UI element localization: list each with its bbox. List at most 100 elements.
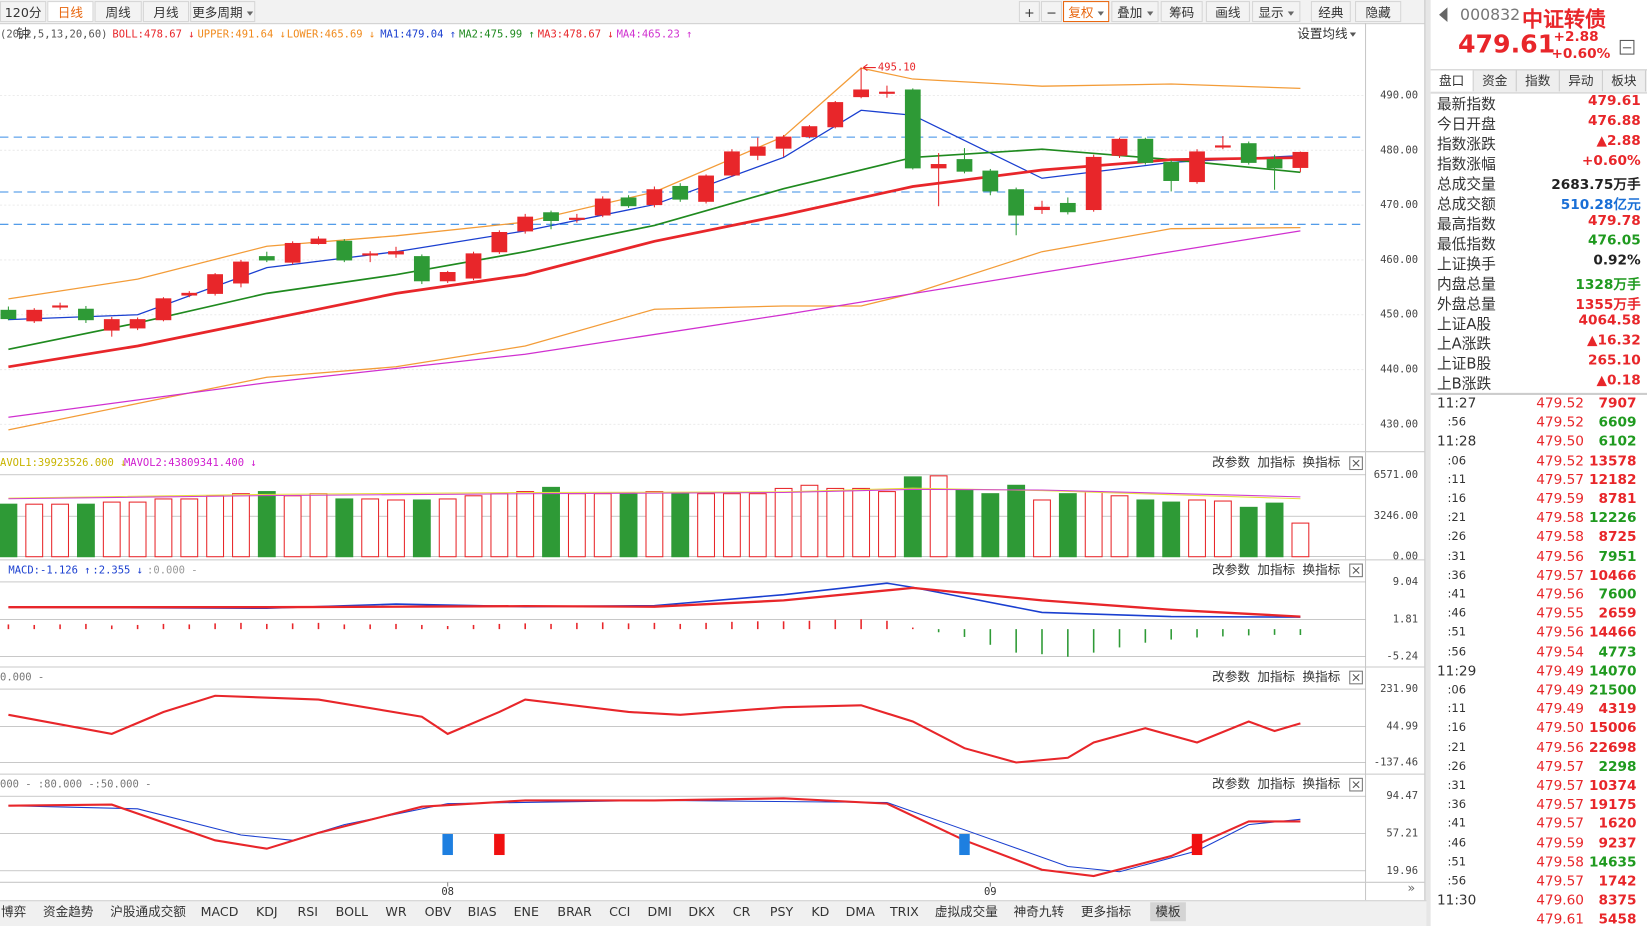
zoom-out-button[interactable]: −	[1040, 1, 1062, 23]
y-tick-label: 57.21	[1386, 828, 1418, 840]
indicator-tab[interactable]: DMA	[845, 904, 875, 920]
panel-button[interactable]: 加指标	[1257, 669, 1295, 684]
quote-label: 总成交额	[1436, 196, 1496, 214]
quote-label: 今日开盘	[1436, 116, 1496, 134]
indicator-tab[interactable]: WR	[385, 904, 407, 920]
trade-time: 11:30	[1436, 893, 1477, 909]
indicator-tab[interactable]: BRAR	[557, 904, 592, 920]
period-tab[interactable]: 月线	[142, 1, 190, 23]
trade-time: :46	[1447, 606, 1467, 620]
side-tab[interactable]: 异动	[1560, 70, 1603, 92]
settings-button[interactable]: 设置均线	[1297, 26, 1348, 41]
panel-button[interactable]: 加指标	[1257, 776, 1295, 791]
period-tab[interactable]: 更多周期	[190, 1, 256, 23]
indicator-line	[8, 799, 1301, 873]
quote-value: 2683.75万手	[1551, 177, 1641, 194]
tool-button[interactable]: 叠加	[1111, 1, 1159, 23]
candle-body	[1266, 159, 1283, 169]
trade-volume: 8375	[1598, 893, 1637, 909]
y-tick-label: 94.47	[1386, 790, 1418, 802]
y-tick-label: 231.90	[1380, 683, 1418, 695]
tool-button[interactable]: 筹码	[1160, 1, 1203, 23]
change-pct: +0.60%	[1551, 46, 1611, 62]
scroll-right[interactable]: »	[1407, 880, 1416, 895]
panel-button[interactable]: 改参数	[1212, 776, 1250, 791]
panel-button[interactable]: 换指标	[1303, 776, 1341, 791]
trade-time: :26	[1447, 759, 1467, 773]
candle-body	[78, 308, 94, 321]
trade-time: :51	[1447, 625, 1467, 640]
quote-label: 指数涨跌	[1436, 136, 1496, 154]
quote-label: 内盘总量	[1436, 276, 1496, 294]
y-tick-label: -5.24	[1386, 650, 1418, 662]
volume-bar	[929, 475, 948, 558]
indicator-tab[interactable]: OBV	[424, 904, 452, 920]
indicator-tab[interactable]: 更多指标	[1080, 904, 1132, 920]
indicator-tab[interactable]: CR	[732, 904, 751, 920]
period-tab[interactable]: 日线	[47, 1, 94, 23]
indicator-tab[interactable]: KDJ	[255, 904, 278, 920]
trade-volume: 14466	[1589, 625, 1637, 642]
tool-button[interactable]: 画线	[1205, 1, 1250, 23]
trade-volume: 19175	[1589, 797, 1637, 814]
indicator-tab[interactable]: 沪股通成交额	[110, 904, 186, 920]
candle-body	[207, 274, 223, 294]
side-tab[interactable]: 盘口	[1430, 70, 1474, 92]
side-tab[interactable]: 资金	[1474, 70, 1517, 92]
indicator-line	[8, 230, 1301, 418]
volume-bar	[981, 493, 1000, 558]
panel-button[interactable]: 加指标	[1257, 455, 1295, 470]
volume-bar	[748, 493, 767, 558]
indicator-tab[interactable]: DMI	[647, 904, 672, 920]
period-tab[interactable]: 周线	[94, 1, 142, 23]
trade-volume: 14070	[1589, 663, 1637, 680]
trade-time: 11:27	[1436, 396, 1477, 412]
indicator-tab[interactable]: PSY	[769, 904, 794, 920]
indicator-tab[interactable]: RSI	[297, 904, 319, 920]
tool-button[interactable]: 复权	[1063, 1, 1110, 23]
panel-button[interactable]: 换指标	[1303, 669, 1341, 684]
trade-price: 479.52	[1536, 396, 1585, 412]
close-icon	[1352, 673, 1360, 682]
tool-button[interactable]: 经典	[1310, 1, 1351, 23]
indicator-tab[interactable]: BOLL	[335, 904, 369, 920]
indicator-tab[interactable]: 神奇九转	[1013, 904, 1065, 920]
trade-volume: 8781	[1598, 491, 1637, 508]
indicator-tab[interactable]: 虚拟成交量	[934, 904, 998, 920]
trade-time: :51	[1447, 854, 1467, 869]
panel-button[interactable]: 改参数	[1212, 669, 1250, 684]
minimize-button[interactable]	[1619, 39, 1635, 55]
panel-button[interactable]: 加指标	[1257, 562, 1295, 577]
quote-label: 最新指数	[1436, 96, 1496, 114]
trade-volume: 8725	[1598, 529, 1637, 546]
panel-button[interactable]: 换指标	[1303, 562, 1341, 577]
trade-time: :16	[1447, 491, 1467, 506]
indicator-tab[interactable]: 博弈	[1, 904, 27, 920]
separator	[1430, 392, 1647, 395]
indicator-tab[interactable]: DKX	[688, 904, 715, 920]
indicator-tab[interactable]: TRIX	[889, 904, 919, 920]
indicator-label: MA1:479.04 ↑	[380, 29, 456, 41]
indicator-tab[interactable]: CCI	[609, 904, 631, 920]
indicator-tab[interactable]: MACD	[200, 904, 239, 920]
panel-button[interactable]: 改参数	[1212, 455, 1250, 470]
side-tab[interactable]: 板块	[1603, 70, 1646, 92]
panel-button[interactable]: 换指标	[1303, 455, 1341, 470]
back-arrow[interactable]	[1439, 7, 1448, 23]
indicator-line	[8, 582, 1301, 618]
zoom-in-button[interactable]: +	[1018, 1, 1040, 23]
indicator-tab[interactable]: 资金趋势	[43, 904, 94, 920]
indicator-tab[interactable]: BIAS	[467, 904, 497, 920]
indicator-tab[interactable]: KD	[811, 904, 830, 920]
side-tab[interactable]: 指数	[1517, 70, 1560, 92]
trade-time: :06	[1447, 682, 1467, 697]
quote-label: 上B涨跌	[1436, 376, 1492, 393]
tool-button[interactable]: 显示	[1252, 1, 1301, 23]
indicator-tab[interactable]: ENE	[513, 904, 539, 920]
tool-button[interactable]: 隐藏	[1355, 1, 1402, 23]
panel-button[interactable]: 改参数	[1212, 562, 1250, 577]
trade-time: :41	[1447, 587, 1467, 601]
indicator-tab[interactable]: 模板	[1150, 902, 1186, 922]
period-tab[interactable]: 120分钟	[0, 1, 47, 41]
